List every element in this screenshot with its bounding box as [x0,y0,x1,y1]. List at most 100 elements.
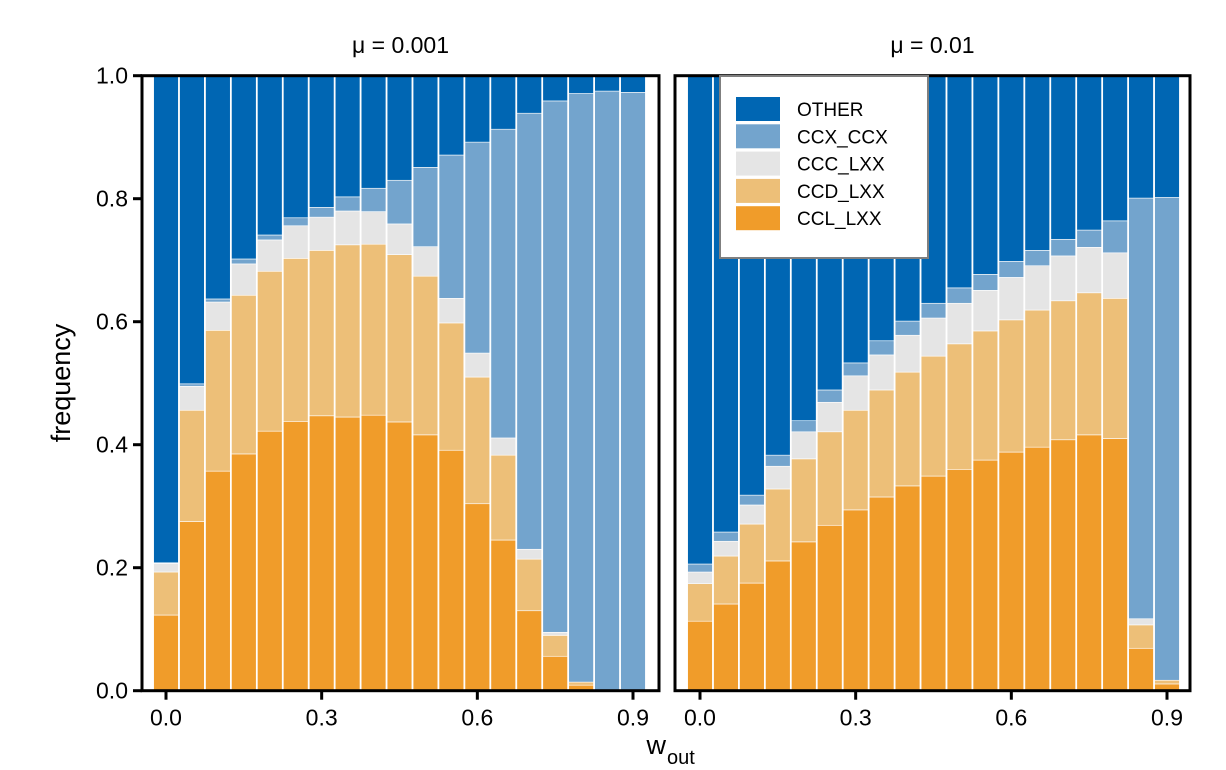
legend-label: CCX_CCX [797,127,888,148]
bar-segment-ccd-lxx [791,458,817,543]
legend-swatch-ccd-lxx [736,178,780,203]
panel-title: μ = 0.001 [352,32,449,58]
bar-segment-ccd-lxx [568,681,594,686]
bar-segment-ccc-lxx [334,210,361,246]
bar-segment-ccx-ccx [542,100,568,633]
bar-segment-ccd-lxx [1050,300,1076,441]
bar-segment-ccx-ccx [1024,250,1050,267]
bar-segment-other [516,75,542,114]
bar-segment-ccl-lxx [334,416,361,692]
panel-border [140,74,661,693]
bar-segment-ccd-lxx [205,330,231,472]
bar-segment-ccl-lxx [490,539,516,692]
bar-segment-ccx-ccx [438,154,465,299]
bar-segment-ccd-lxx [1128,624,1154,649]
bar-segment-other [257,75,283,236]
bar-segment-ccc-lxx [1076,246,1102,294]
bar-segment-ccx-ccx [179,383,205,387]
bar-stack [1024,75,1050,691]
panels-layer: μ = 0.001 0.0 0.3 0.6 0.9 μ = 0.01 0.0 0.3 0.6 0.… [140,32,1192,731]
bar-segment-ccc-lxx [791,431,817,460]
x-tick-label: 0.6 [461,705,493,731]
bar-stack [620,75,646,692]
bar-segment-other [1102,75,1128,222]
bar-segment-ccc-lxx [153,563,179,573]
bar-segment-other [620,75,646,93]
y-axis-title: frequency [46,323,76,442]
bar-segment-ccl-lxx [308,415,335,692]
bar-stack [568,75,594,691]
panel-1: μ = 0.001 0.0 0.3 0.6 0.9 [140,32,661,731]
bar-segment-ccl-lxx [791,541,817,691]
bar-segment-ccx-ccx [1050,238,1076,257]
bar-segment-ccl-lxx [920,475,947,692]
bar-segment-other [542,75,568,102]
y-tick-label: 0.6 [96,309,128,335]
bar-segment-ccd-lxx [464,376,491,505]
panel-2: μ = 0.01 0.0 0.3 0.6 0.9 [673,32,1192,731]
bar-segment-ccx-ccx [1102,220,1128,254]
bar-stack [1154,75,1180,692]
bar-segment-ccd-lxx [542,635,568,657]
bar-stack [1128,75,1154,692]
bar-segment-other [998,75,1025,262]
bar-segment-ccl-lxx [1102,438,1128,691]
bar-segment-ccc-lxx [516,548,542,560]
bar-segment-ccc-lxx [490,437,516,456]
bar-segment-ccl-lxx [412,434,439,691]
panel-title: μ = 0.01 [890,32,974,58]
bar-segment-ccl-lxx [1076,434,1102,691]
bar-segment-ccl-lxx [516,610,542,691]
x-tick-label: 0.0 [150,705,182,731]
bar-segment-other [231,75,257,260]
bar-segment-ccl-lxx [842,509,869,692]
bar-segment-ccl-lxx [360,414,387,691]
bar-segment-ccd-lxx [283,258,309,422]
bar-segment-ccc-lxx [1128,618,1154,626]
bar-segment-ccl-lxx [713,603,739,692]
bar-segment-ccd-lxx [842,409,869,511]
bar-segment-other [1128,75,1154,199]
bar-segment-ccc-lxx [308,216,335,251]
bar-stack [1076,75,1102,691]
bar-segment-ccx-ccx [868,340,895,356]
bar-stack [998,75,1025,691]
bar-segment-ccc-lxx [765,465,791,490]
bar-segment-other [308,75,335,208]
bar-segment-ccl-lxx [179,521,205,692]
bar-segment-ccd-lxx [713,555,739,605]
bar-segment-ccx-ccx [842,362,869,377]
bar-stack [542,75,568,692]
bar-segment-ccl-lxx [231,453,257,691]
bar-segment-other [1024,75,1050,251]
bar-segment-ccl-lxx [817,524,843,692]
bar-segment-other [1076,75,1102,231]
bar-segment-ccd-lxx [1102,298,1128,439]
bar-segment-ccc-lxx [179,385,205,411]
bar-segment-ccd-lxx [1024,309,1050,448]
bar-stack [153,75,179,691]
bar-segment-ccx-ccx [1128,197,1154,620]
bar-segment-ccx-ccx [817,389,843,403]
bar-stack [946,75,973,691]
bar-segment-ccd-lxx [765,488,791,562]
bar-segment-ccd-lxx [386,254,413,423]
bar-segment-ccc-lxx [739,504,765,525]
bar-segment-ccd-lxx [360,243,387,416]
bar-segment-ccd-lxx [817,431,843,526]
bar-segment-ccd-lxx [739,523,765,584]
bar-stack [868,75,895,692]
bar-segment-ccl-lxx [972,459,999,692]
bar-stack [283,75,309,691]
bar-segment-other [1154,75,1180,198]
y-tick-label: 0.8 [96,186,128,212]
legend-swatch-other [736,97,780,121]
bar-segment-ccx-ccx [594,90,620,692]
bar-segment-ccd-lxx [1076,292,1102,436]
bar-segment-ccl-lxx [739,582,765,692]
bar-stack [438,75,465,692]
y-tick-label: 0.0 [96,678,128,704]
bar-segment-ccx-ccx [687,563,713,573]
bar-segment-ccx-ccx [765,454,791,467]
